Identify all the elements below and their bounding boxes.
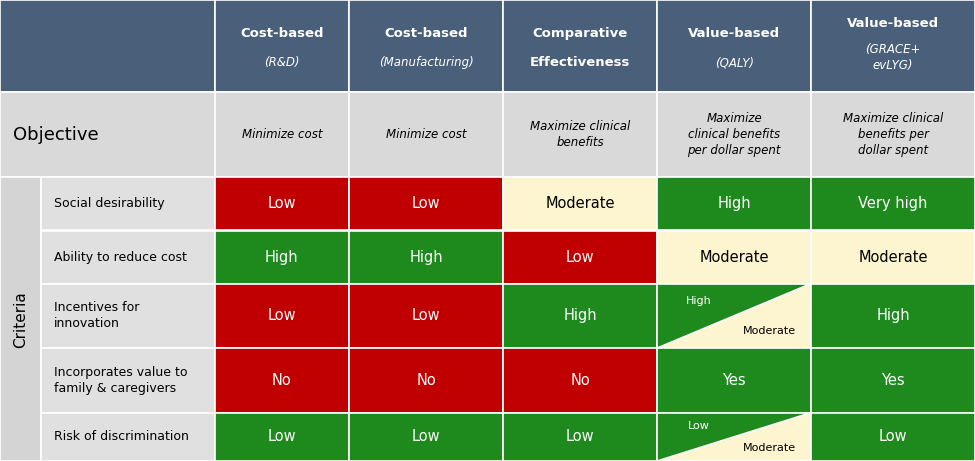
Text: Maximize
clinical benefits
per dollar spent: Maximize clinical benefits per dollar sp… bbox=[687, 112, 781, 157]
Bar bbox=[503, 92, 657, 177]
Text: (GRACE+
evLYG): (GRACE+ evLYG) bbox=[866, 43, 920, 71]
Bar bbox=[657, 348, 811, 413]
Text: Moderate: Moderate bbox=[545, 196, 615, 212]
Text: High: High bbox=[265, 249, 298, 265]
Text: Effectiveness: Effectiveness bbox=[530, 56, 630, 69]
Bar bbox=[811, 92, 975, 177]
Bar bbox=[349, 230, 503, 284]
Bar bbox=[811, 230, 975, 284]
Bar bbox=[349, 413, 503, 461]
Bar bbox=[349, 284, 503, 348]
Bar bbox=[657, 413, 811, 461]
Text: No: No bbox=[570, 373, 590, 388]
Text: Moderate: Moderate bbox=[743, 443, 797, 453]
Text: Social desirability: Social desirability bbox=[54, 197, 164, 211]
Text: Comparative: Comparative bbox=[532, 27, 628, 40]
Text: Low: Low bbox=[411, 429, 441, 444]
Text: Very high: Very high bbox=[858, 196, 928, 212]
Text: Yes: Yes bbox=[722, 373, 746, 388]
Text: Cost-based: Cost-based bbox=[384, 27, 468, 40]
Text: Incentives for
innovation: Incentives for innovation bbox=[54, 301, 139, 330]
Text: (R&D): (R&D) bbox=[264, 56, 299, 69]
Bar bbox=[657, 284, 811, 348]
Bar bbox=[811, 177, 975, 230]
Bar bbox=[349, 177, 503, 230]
Text: Moderate: Moderate bbox=[699, 249, 769, 265]
Text: Low: Low bbox=[267, 196, 296, 212]
Bar bbox=[214, 284, 349, 348]
Polygon shape bbox=[657, 284, 811, 348]
Bar bbox=[503, 348, 657, 413]
Text: Cost-based: Cost-based bbox=[240, 27, 324, 40]
Text: Low: Low bbox=[566, 249, 595, 265]
Polygon shape bbox=[657, 413, 811, 461]
Text: Value-based: Value-based bbox=[688, 27, 780, 40]
Text: Incorporates value to
family & caregivers: Incorporates value to family & caregiver… bbox=[54, 366, 187, 395]
Bar bbox=[41, 284, 214, 348]
Bar bbox=[0, 177, 41, 461]
Text: High: High bbox=[718, 196, 751, 212]
Bar bbox=[214, 348, 349, 413]
Bar bbox=[657, 0, 811, 92]
Bar bbox=[214, 413, 349, 461]
Text: High: High bbox=[877, 308, 910, 323]
Text: Low: Low bbox=[687, 421, 710, 431]
Text: No: No bbox=[272, 373, 292, 388]
Bar bbox=[41, 230, 214, 284]
Bar bbox=[41, 177, 214, 230]
Text: Risk of discrimination: Risk of discrimination bbox=[54, 430, 188, 443]
Text: Moderate: Moderate bbox=[858, 249, 928, 265]
Text: Low: Low bbox=[267, 308, 296, 323]
Bar bbox=[811, 413, 975, 461]
Bar bbox=[811, 0, 975, 92]
Text: Maximize clinical
benefits per
dollar spent: Maximize clinical benefits per dollar sp… bbox=[843, 112, 943, 157]
Text: (Manufacturing): (Manufacturing) bbox=[378, 56, 474, 69]
Bar bbox=[214, 230, 349, 284]
Text: Low: Low bbox=[267, 429, 296, 444]
Bar bbox=[503, 284, 657, 348]
Text: High: High bbox=[685, 296, 712, 306]
Bar bbox=[349, 0, 503, 92]
Text: (QALY): (QALY) bbox=[715, 56, 754, 69]
Bar bbox=[214, 177, 349, 230]
Bar bbox=[0, 92, 214, 177]
Bar bbox=[503, 230, 657, 284]
Bar bbox=[214, 92, 349, 177]
Bar bbox=[657, 284, 811, 348]
Text: Value-based: Value-based bbox=[847, 17, 939, 30]
Bar bbox=[503, 0, 657, 92]
Text: Yes: Yes bbox=[881, 373, 905, 388]
Bar bbox=[503, 177, 657, 230]
Text: Minimize cost: Minimize cost bbox=[242, 128, 322, 142]
Text: Low: Low bbox=[411, 196, 441, 212]
Text: Maximize clinical
benefits: Maximize clinical benefits bbox=[530, 120, 630, 149]
Text: Low: Low bbox=[566, 429, 595, 444]
Bar bbox=[349, 92, 503, 177]
Bar bbox=[0, 0, 214, 92]
Bar bbox=[657, 413, 811, 461]
Text: Low: Low bbox=[878, 429, 908, 444]
Text: High: High bbox=[410, 249, 443, 265]
Bar bbox=[811, 348, 975, 413]
Text: Moderate: Moderate bbox=[743, 325, 797, 336]
Bar bbox=[503, 413, 657, 461]
Bar bbox=[811, 284, 975, 348]
Bar bbox=[349, 348, 503, 413]
Bar bbox=[657, 230, 811, 284]
Text: No: No bbox=[416, 373, 436, 388]
Bar bbox=[657, 177, 811, 230]
Bar bbox=[214, 0, 349, 92]
Text: Ability to reduce cost: Ability to reduce cost bbox=[54, 250, 186, 264]
Text: Objective: Objective bbox=[13, 126, 98, 144]
Text: Criteria: Criteria bbox=[13, 291, 28, 348]
Bar bbox=[41, 348, 214, 413]
Text: Low: Low bbox=[411, 308, 441, 323]
Text: Minimize cost: Minimize cost bbox=[386, 128, 466, 142]
Text: High: High bbox=[564, 308, 597, 323]
Bar bbox=[41, 413, 214, 461]
Bar bbox=[657, 92, 811, 177]
